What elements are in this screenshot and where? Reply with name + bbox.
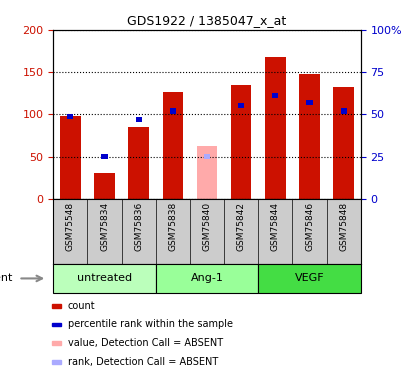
Bar [265,57,285,199]
Bar [52,341,61,345]
Bar [272,93,278,98]
Bar [67,114,73,118]
Bar [258,264,360,292]
Text: percentile rank within the sample: percentile rank within the sample [67,320,232,329]
Title: GDS1922 / 1385047_x_at: GDS1922 / 1385047_x_at [127,15,286,27]
Bar [333,87,353,199]
Bar [196,146,217,199]
Bar [94,173,115,199]
Bar [53,264,155,292]
Bar [135,117,142,122]
Text: GSM75844: GSM75844 [270,202,279,251]
Bar [101,154,107,159]
Bar [52,304,61,307]
Bar [299,74,319,199]
Text: GSM75842: GSM75842 [236,202,245,251]
Bar [52,322,61,326]
Text: VEGF: VEGF [294,273,324,284]
Text: value, Detection Call = ABSENT: value, Detection Call = ABSENT [67,338,222,348]
Text: GSM75836: GSM75836 [134,202,143,251]
Text: untreated: untreated [77,273,132,284]
Text: agent: agent [0,273,12,284]
Bar [204,154,209,159]
Text: GSM75834: GSM75834 [100,202,109,251]
Bar [306,100,312,105]
Text: GSM75840: GSM75840 [202,202,211,251]
Text: Ang-1: Ang-1 [190,273,223,284]
Bar [230,85,251,199]
Bar [340,108,346,114]
Bar [52,360,61,364]
Bar [169,108,175,114]
Bar [60,116,81,199]
Text: GSM75838: GSM75838 [168,202,177,251]
Bar [128,127,148,199]
Text: count: count [67,301,95,310]
Text: GSM75846: GSM75846 [304,202,313,251]
Text: GSM75548: GSM75548 [66,202,75,251]
Text: GSM75848: GSM75848 [338,202,347,251]
Bar [238,104,244,108]
Bar [162,92,183,199]
Text: rank, Detection Call = ABSENT: rank, Detection Call = ABSENT [67,357,218,367]
Bar [155,264,258,292]
